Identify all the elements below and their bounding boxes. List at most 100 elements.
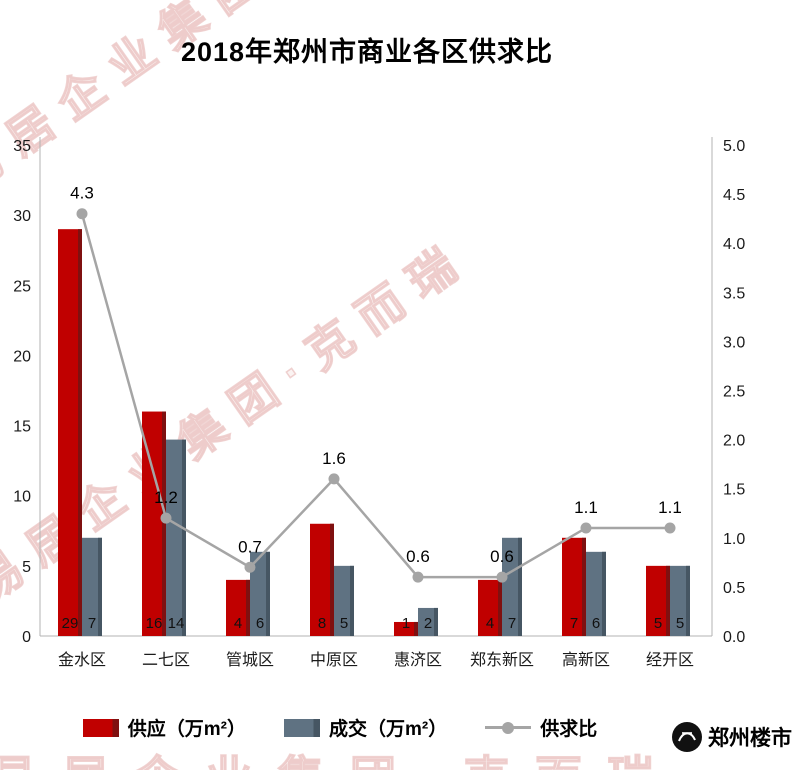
left-axis-tick: 15: [13, 419, 31, 436]
right-axis-tick: 0.5: [723, 580, 745, 597]
brand-footer: 郑州楼市: [672, 722, 792, 752]
ratio-value-label: 1.2: [154, 488, 178, 507]
bar-supply-edge: [666, 565, 670, 636]
ratio-value-label: 1.6: [322, 449, 346, 468]
bar-transaction: [250, 551, 270, 636]
brand-name: 郑州楼市: [708, 727, 792, 750]
bar-supply-edge: [582, 537, 586, 636]
ratio-marker: [328, 473, 340, 485]
bar-supply-edge: [498, 579, 502, 636]
right-axis-tick: 2.5: [723, 384, 745, 401]
left-axis-tick: 10: [13, 489, 31, 506]
supply-value-label: 7: [570, 615, 578, 632]
transaction-value-label: 5: [340, 615, 348, 632]
transaction-swatch-icon: [283, 718, 320, 737]
left-axis-tick: 5: [22, 559, 31, 576]
bar-transaction-edge: [686, 565, 690, 636]
supply-value-label: 8: [318, 615, 326, 632]
chart-title: 2018年郑州市商业各区供求比: [180, 37, 554, 67]
legend-label-ratio: 供求比: [540, 719, 598, 740]
ratio-value-label: 1.1: [658, 498, 682, 517]
supply-value-label: 4: [486, 615, 494, 632]
ratio-marker: [244, 561, 256, 573]
supply-value-label: 1: [402, 615, 410, 632]
bar-transaction: [334, 565, 354, 636]
bar-transaction: [670, 565, 690, 636]
bar-transaction: [586, 551, 606, 636]
category-label: 管城区: [226, 651, 274, 669]
bar-transaction-edge: [434, 607, 438, 636]
category-label: 中原区: [310, 651, 358, 669]
ratio-value-label: 4.3: [70, 184, 94, 203]
bar-transaction: [418, 607, 438, 636]
bar-transaction-edge: [518, 537, 522, 636]
legend-line-dot: [502, 721, 515, 734]
transaction-value-label: 7: [88, 615, 96, 632]
supply-value-label: 16: [146, 615, 163, 632]
legend-label-transaction: 成交（万m²）: [328, 719, 448, 740]
transaction-value-label: 5: [676, 615, 684, 632]
bar-supply-edge: [162, 411, 166, 636]
right-axis-tick: 5.0: [723, 138, 745, 155]
bar-transaction: [502, 537, 522, 636]
ratio-marker: [496, 571, 508, 583]
chart-legend: 供应（万m²） 成交（万m²） 供求比: [0, 714, 680, 741]
bar-supply-edge: [330, 523, 334, 636]
bar-supply-edge: [246, 579, 250, 636]
legend-item-supply: 供应（万m²）: [82, 714, 246, 741]
right-axis-tick: 4.5: [723, 187, 745, 204]
right-axis-tick: 2.0: [723, 433, 745, 450]
category-label: 金水区: [58, 651, 106, 669]
bar-supply: [394, 621, 418, 636]
left-axis-tick: 35: [13, 138, 31, 155]
bar-transaction-edge: [350, 565, 354, 636]
legend-line-swatch: [485, 721, 532, 734]
bar-transaction: [166, 439, 186, 636]
supply-value-label: 4: [234, 615, 242, 632]
legend-item-ratio: 供求比: [485, 714, 597, 741]
ratio-value-label: 0.7: [238, 537, 262, 556]
left-axis-tick: 25: [13, 278, 31, 295]
left-axis-tick: 20: [13, 348, 31, 365]
right-axis-tick: 0.0: [723, 629, 745, 646]
ratio-line: [80, 213, 670, 579]
bar-transaction-edge: [182, 439, 186, 636]
transaction-value-label: 2: [424, 615, 432, 632]
supply-swatch-icon: [82, 718, 119, 737]
legend-item-transaction: 成交（万m²）: [283, 714, 448, 741]
bar-transaction-edge: [602, 551, 606, 636]
category-label: 二七区: [142, 651, 190, 669]
bar-supply-edge: [414, 621, 418, 636]
transaction-value-label: 6: [592, 615, 600, 632]
ratio-marker: [580, 522, 592, 534]
right-axis-tick: 3.0: [723, 334, 745, 351]
bar-transaction: [82, 537, 102, 636]
right-axis-tick: 3.5: [723, 285, 745, 302]
brand-logo-icon: [672, 722, 702, 752]
ratio-marker: [664, 522, 676, 534]
ratio-value-label: 1.1: [574, 498, 598, 517]
bar-transaction-edge: [266, 551, 270, 636]
bar-transaction-edge: [98, 537, 102, 636]
category-label: 惠济区: [394, 651, 442, 669]
left-axis-tick: 30: [13, 208, 31, 225]
ratio-value-label: 0.6: [490, 547, 514, 566]
right-axis-tick: 1.0: [723, 531, 745, 548]
right-axis-tick: 4.0: [723, 236, 745, 253]
transaction-value-label: 6: [256, 615, 264, 632]
bar-supply-edge: [78, 229, 82, 636]
category-label: 经开区: [646, 651, 694, 669]
supply-value-label: 29: [62, 615, 79, 632]
ratio-value-label: 0.6: [406, 547, 430, 566]
ratio-marker: [76, 208, 88, 220]
transaction-value-label: 7: [508, 615, 516, 632]
ratio-marker: [412, 571, 424, 583]
legend-label-supply: 供应（万m²）: [127, 719, 246, 740]
transaction-value-label: 14: [168, 615, 185, 632]
category-label: 高新区: [562, 651, 610, 669]
left-axis-tick: 0: [22, 629, 31, 646]
right-axis-tick: 1.5: [723, 482, 745, 499]
ratio-marker: [160, 512, 172, 524]
